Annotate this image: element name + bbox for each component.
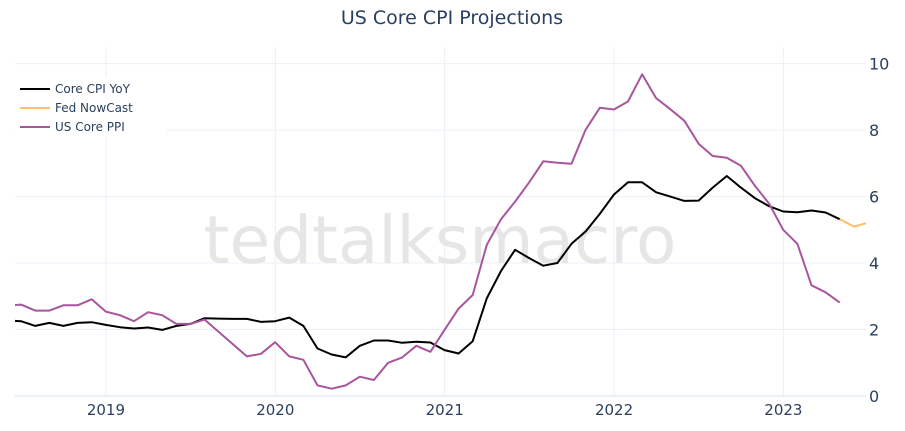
series-line-us-core-ppi (15, 73, 841, 390)
y-tick-label: 10 (869, 55, 889, 74)
legend-label: US Core PPI (55, 120, 125, 134)
watermark: tedtalksmacro (204, 202, 677, 279)
x-tick-label: 2019 (87, 401, 125, 419)
legend-item[interactable]: US Core PPI (20, 120, 125, 134)
legend: Core CPI YoY Fed NowCast US Core PPI (16, 77, 166, 137)
series-line-core-cpi-yoy (15, 175, 841, 359)
legend-label: Core CPI YoY (55, 82, 131, 96)
y-tick-label: 0 (869, 387, 879, 406)
legend-label: Fed NowCast (55, 101, 133, 115)
y-tick-label: 4 (869, 254, 879, 273)
x-axis: 2019 2020 2021 2022 2023 (87, 401, 803, 419)
y-tick-label: 8 (869, 121, 879, 140)
legend-item[interactable]: Fed NowCast (20, 101, 133, 115)
x-tick-label: 2022 (595, 401, 633, 419)
chart-title: US Core CPI Projections (341, 7, 563, 29)
x-tick-label: 2023 (764, 401, 802, 419)
y-axis: 0 2 4 6 8 10 (869, 55, 889, 406)
x-tick-label: 2021 (426, 401, 464, 419)
series-layer (15, 73, 866, 390)
x-tick-label: 2020 (256, 401, 294, 419)
y-tick-label: 2 (869, 321, 879, 340)
series-line-fed-nowcast (839, 218, 866, 228)
legend-item[interactable]: Core CPI YoY (20, 82, 131, 96)
y-tick-label: 6 (869, 188, 879, 207)
